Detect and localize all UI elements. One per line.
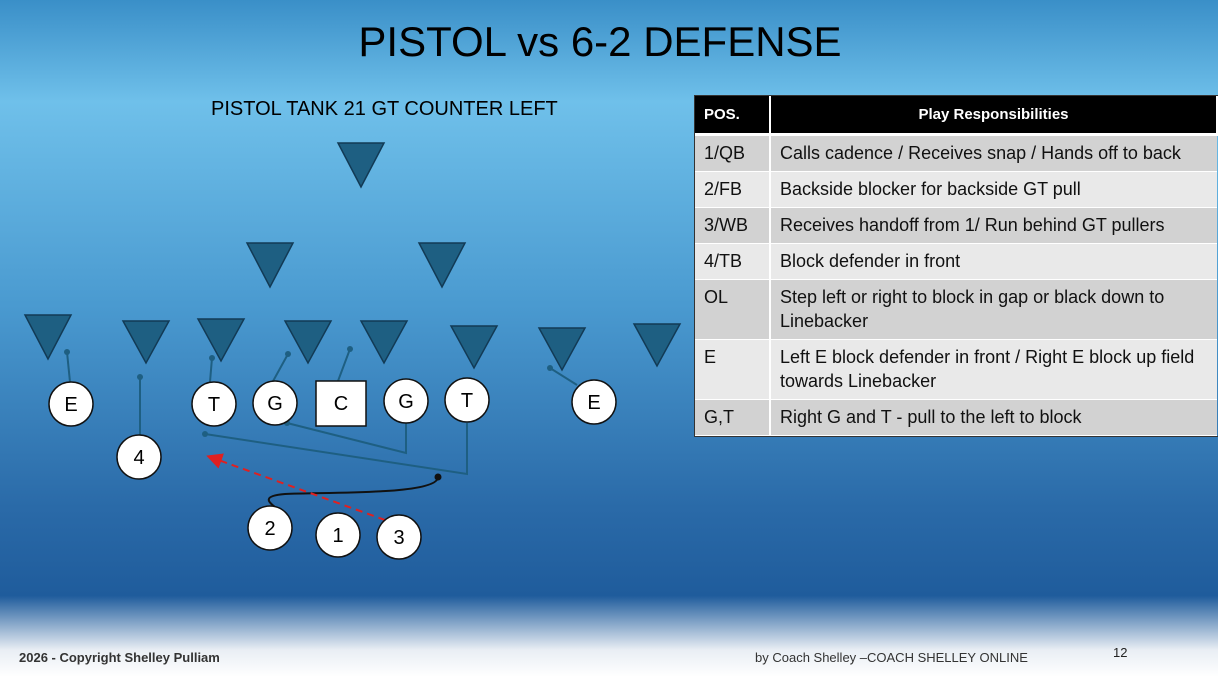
player: G bbox=[398, 391, 414, 413]
credit: by Coach Shelley –COACH SHELLEY ONLINE bbox=[755, 650, 1028, 665]
table-row: E Left E block defender in front / Right … bbox=[695, 339, 1217, 400]
table-row: OL Step left or right to block in gap or … bbox=[695, 279, 1217, 340]
position: 1/QB bbox=[695, 134, 771, 172]
page-number: 12 bbox=[1113, 645, 1128, 660]
table-row: 3/WB Receives handoff from 1/ Run behind … bbox=[695, 207, 1217, 244]
table-row: 4/TB Block defender in front bbox=[695, 243, 1217, 280]
responsibility: Block defender in front bbox=[770, 243, 1217, 280]
player: E bbox=[64, 394, 77, 416]
player: T bbox=[208, 394, 220, 416]
responsibility: Receives handoff from 1/ Run behind GT p… bbox=[770, 207, 1217, 244]
player: E bbox=[587, 392, 600, 414]
table-header: POS. bbox=[695, 96, 771, 136]
player: 3 bbox=[393, 527, 404, 549]
position: 2/FB bbox=[695, 171, 771, 208]
play-diagram: E 4 T G C G T E 2 1 3 bbox=[23, 142, 682, 560]
subtitle: PISTOL TANK 21 GT COUNTER LEFT bbox=[211, 98, 558, 120]
player: 4 bbox=[133, 447, 144, 469]
responsibility: Backside blocker for backside GT pull bbox=[770, 171, 1217, 208]
routes bbox=[66, 348, 578, 476]
copyright: 2026 - Copyright Shelley Pulliam bbox=[19, 650, 220, 665]
player: T bbox=[461, 390, 473, 412]
responsibility: Left E block defender in front / Right E… bbox=[770, 339, 1217, 400]
player: 1 bbox=[332, 525, 343, 547]
responsibility-table: POS. Play Responsibilities 1/QB Calls cad… bbox=[694, 95, 1218, 437]
responsibility: Step left or right to block in gap or bl… bbox=[770, 279, 1217, 340]
defenders bbox=[23, 142, 682, 372]
position: E bbox=[695, 339, 771, 400]
title: PISTOL vs 6-2 DEFENSE bbox=[358, 18, 842, 65]
position: OL bbox=[695, 279, 771, 340]
player: 2 bbox=[264, 518, 275, 540]
position: 3/WB bbox=[695, 207, 771, 244]
position: G,T bbox=[695, 399, 771, 436]
position: 4/TB bbox=[695, 243, 771, 280]
table-row: 1/QB Calls cadence / Receives snap / Hand… bbox=[695, 134, 1217, 172]
table-row: 2/FB Backside blocker for backside GT pul… bbox=[695, 171, 1217, 208]
player: C bbox=[334, 393, 348, 415]
responsibility: Calls cadence / Receives snap / Hands of… bbox=[770, 134, 1217, 172]
table-header: Play Responsibilities bbox=[770, 96, 1218, 136]
player: G bbox=[267, 393, 283, 415]
responsibility: Right G and T - pull to the left to bloc… bbox=[770, 399, 1217, 436]
table-row: G,T Right G and T - pull to the left to b… bbox=[695, 399, 1217, 436]
